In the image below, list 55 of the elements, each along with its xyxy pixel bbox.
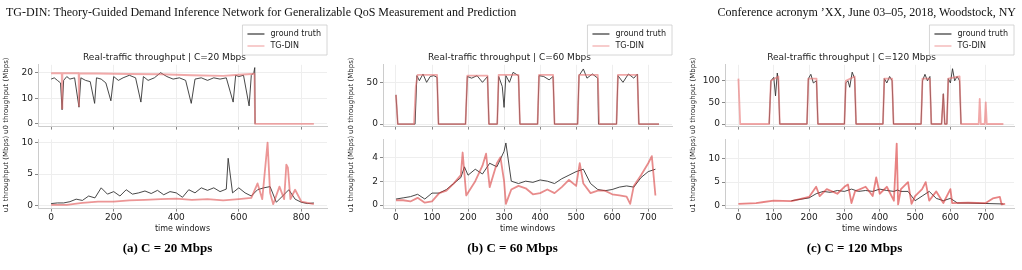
x-tick-label: 100: [765, 212, 783, 223]
legend-label: TG-DIN: [614, 41, 644, 51]
y-tick-label: 0: [372, 118, 379, 129]
x-tick-label: 400: [871, 212, 889, 223]
x-tick-label: 400: [531, 212, 549, 223]
y-tick-label: 0: [714, 118, 721, 129]
chart-title: Real-traffic throughput | C=60 Mbps: [428, 51, 592, 62]
chart-title: Real-traffic throughput | C=120 Mbps: [767, 51, 937, 62]
x-axis-title: time windows: [154, 224, 211, 234]
y-tick-label: 2: [372, 175, 378, 186]
x-tick-label: 200: [459, 212, 477, 223]
x-tick-label: 500: [906, 212, 924, 223]
x-tick-label: 800: [292, 212, 311, 223]
y-tick-label: 0: [372, 199, 379, 210]
x-axis-title: time windows: [499, 224, 556, 234]
x-tick-label: 600: [230, 212, 248, 223]
x-tick-label: 500: [567, 212, 586, 223]
x-tick-label: 300: [495, 212, 513, 223]
x-tick-label: 0: [735, 212, 742, 223]
legend-label: ground truth: [957, 29, 1009, 39]
x-tick-label: 200: [800, 212, 818, 223]
y-tick-label: 50: [708, 96, 721, 107]
x-tick-label: 700: [977, 212, 995, 223]
y-tick-label: 0: [27, 118, 34, 129]
x-tick-label: 700: [639, 212, 658, 223]
y-tick-label: 20: [21, 67, 34, 78]
text: Conference acronym ’XX, June 03–05, 2018, Woodstock, NY: [717, 5, 1016, 20]
y-tick-label: 5: [714, 176, 720, 187]
y-tick-label: 0: [27, 199, 34, 210]
text: (b) C = 60 Mbps: [466, 240, 559, 256]
legend-label: TG-DIN: [269, 41, 299, 51]
y-tick-label: 100: [702, 75, 721, 86]
y-tick-label: 0: [714, 199, 721, 210]
legend-label: ground truth: [615, 29, 667, 39]
chart-title: Real-traffic throughput | C=20 Mbps: [83, 51, 247, 62]
x-tick-label: 600: [603, 212, 622, 223]
y-tick-label: 4: [372, 151, 379, 162]
x-tick-label: 300: [835, 212, 854, 223]
y-tick-label: 10: [21, 92, 34, 103]
y-tick-label: 10: [708, 153, 721, 164]
legend-label: ground truth: [270, 29, 322, 39]
y-tick-label: 5: [27, 168, 33, 179]
x-tick-label: 200: [105, 212, 123, 223]
x-tick-label: 400: [167, 212, 186, 223]
y-tick-label: 50: [366, 76, 379, 87]
x-tick-label: 100: [423, 212, 441, 223]
y-tick-label: 10: [21, 136, 34, 147]
legend-label: TG-DIN: [956, 41, 986, 51]
x-tick-label: 0: [393, 212, 400, 223]
text: (a) C = 20 Mbps: [121, 240, 214, 256]
text: TG-DIN: Theory-Guided Demand Inference Network for Generalizable QoS Measurement and Prediction: [6, 5, 517, 20]
x-tick-label: 0: [48, 212, 55, 223]
text: (c) C = 120 Mbps: [805, 240, 904, 256]
x-axis-title: time windows: [841, 224, 898, 234]
x-tick-label: 600: [941, 212, 960, 223]
